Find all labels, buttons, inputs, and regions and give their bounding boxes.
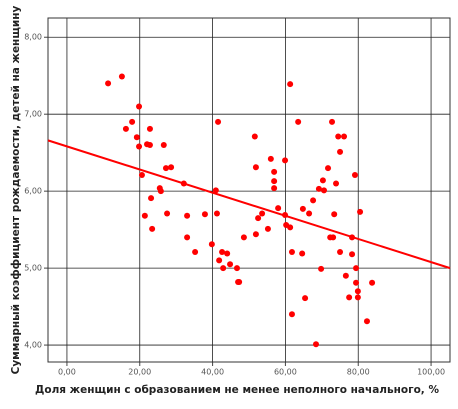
point (168, 164, 175, 171)
point (369, 279, 376, 286)
y-tick-label: 5,00 (24, 264, 42, 273)
point (306, 210, 313, 217)
x-tick-label: 80,00 (347, 368, 370, 377)
plot-frame (47, 17, 451, 363)
point (213, 210, 220, 217)
point (118, 73, 125, 80)
x-tick-label: 60,00 (274, 368, 297, 377)
x-tick-label: 20,00 (128, 368, 151, 377)
point (252, 164, 259, 171)
point (282, 157, 289, 164)
point (264, 225, 271, 232)
y-tick-label: 4,00 (24, 341, 42, 350)
point (353, 265, 360, 272)
point (236, 278, 243, 285)
point (252, 231, 259, 238)
point (184, 212, 191, 219)
point (184, 234, 191, 241)
point (288, 248, 295, 255)
point (133, 134, 140, 141)
point (201, 211, 208, 218)
point (287, 81, 294, 88)
point (220, 265, 227, 272)
point (287, 224, 294, 231)
point (354, 294, 361, 301)
point (330, 234, 337, 241)
point (136, 143, 143, 150)
point (271, 168, 278, 175)
point (333, 180, 340, 187)
point (271, 178, 278, 185)
point (357, 208, 364, 215)
point (302, 295, 309, 302)
point (337, 248, 344, 255)
point (363, 318, 370, 325)
point (259, 210, 266, 217)
point (341, 133, 348, 140)
point (299, 205, 306, 212)
point (331, 211, 338, 218)
point (329, 118, 336, 125)
point (310, 197, 317, 204)
x-axis-label: Доля женщин с образованием не менее непо… (35, 384, 439, 396)
point (136, 103, 143, 110)
point (141, 212, 148, 219)
point (342, 272, 349, 279)
point (160, 141, 167, 148)
point (208, 241, 215, 248)
point (216, 257, 223, 264)
point (299, 250, 306, 257)
point (105, 80, 112, 87)
point (321, 187, 328, 194)
point (224, 250, 231, 257)
point (353, 279, 360, 286)
point (240, 234, 247, 241)
point (255, 215, 262, 222)
point (288, 311, 295, 318)
point (313, 341, 319, 348)
trend-line (47, 139, 451, 270)
x-tick-label: 100,00 (417, 368, 445, 377)
point (354, 288, 361, 295)
x-tick-label: 0,00 (58, 368, 76, 377)
y-tick-label: 7,00 (24, 110, 42, 119)
y-tick-label: 6,00 (24, 187, 42, 196)
point (315, 185, 322, 192)
point (335, 133, 342, 140)
point (319, 177, 326, 184)
point (275, 205, 282, 212)
point (271, 185, 278, 192)
point (295, 118, 302, 125)
point (146, 141, 153, 148)
point (337, 148, 344, 155)
y-axis-label: Суммарный коэффициент рождаемости, детей… (10, 5, 22, 374)
point (251, 133, 258, 140)
point (325, 165, 332, 172)
point (164, 210, 171, 217)
point (212, 187, 219, 194)
point (233, 265, 240, 272)
point (138, 171, 145, 178)
point (267, 155, 274, 162)
point (227, 261, 234, 268)
y-tick-label: 8,00 (24, 33, 42, 42)
point (219, 248, 226, 255)
point (157, 188, 164, 195)
point (349, 251, 356, 258)
point (162, 165, 169, 172)
point (122, 125, 129, 132)
x-tick-label: 40,00 (201, 368, 224, 377)
point (192, 248, 199, 255)
point (146, 125, 153, 132)
point (215, 118, 222, 125)
point (318, 265, 325, 272)
point (351, 171, 358, 178)
point (148, 195, 155, 202)
point (129, 118, 136, 125)
point (149, 225, 156, 232)
point (346, 294, 353, 301)
